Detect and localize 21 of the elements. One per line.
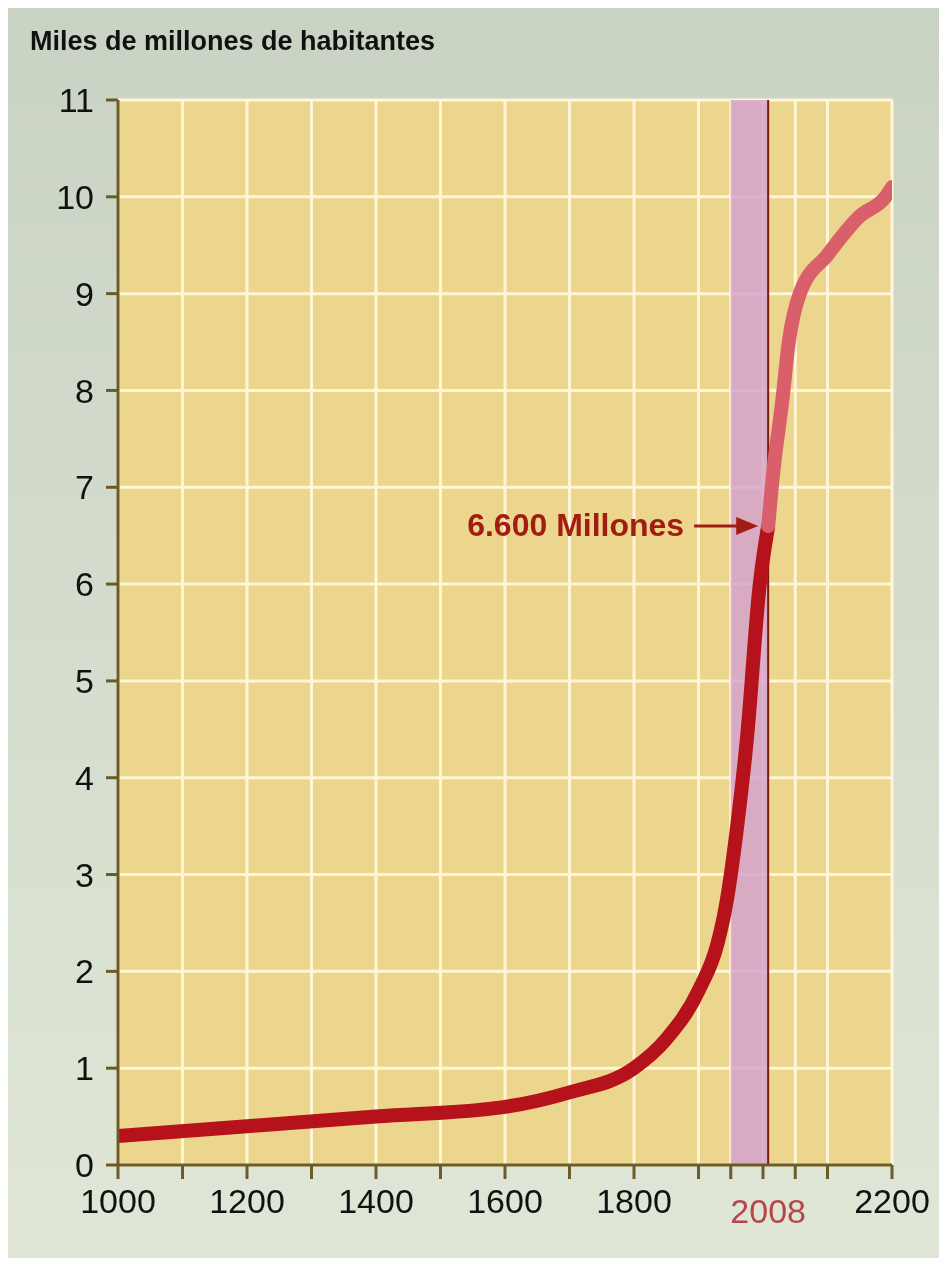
y-tick-label: 1 [75,1049,94,1088]
x-tick-label: 1200 [209,1182,285,1221]
y-tick-label: 3 [75,855,94,894]
y-tick-label: 11 [58,81,94,120]
x-tick-label: 1000 [80,1182,156,1221]
x-tick-label: 1800 [596,1182,672,1221]
y-tick-label: 8 [75,371,94,410]
x-tick-label: 1400 [338,1182,414,1221]
y-tick-label: 10 [56,177,94,216]
y-axis-title: Miles de millones de habitantes [30,26,436,57]
y-tick-label: 6 [75,565,94,604]
x-tick-label: 2200 [854,1182,930,1221]
annotation: 6.600 Millones [467,507,685,543]
y-tick-label: 4 [75,758,94,797]
y-tick-label: 7 [75,468,94,507]
y-tick-label: 0 [75,1146,94,1185]
ref-line-label: 2008 [730,1192,806,1231]
y-tick-label: 5 [75,661,94,700]
x-tick-label: 1600 [467,1182,543,1221]
y-tick-label: 2 [75,952,94,991]
y-tick-label: 9 [75,274,94,313]
